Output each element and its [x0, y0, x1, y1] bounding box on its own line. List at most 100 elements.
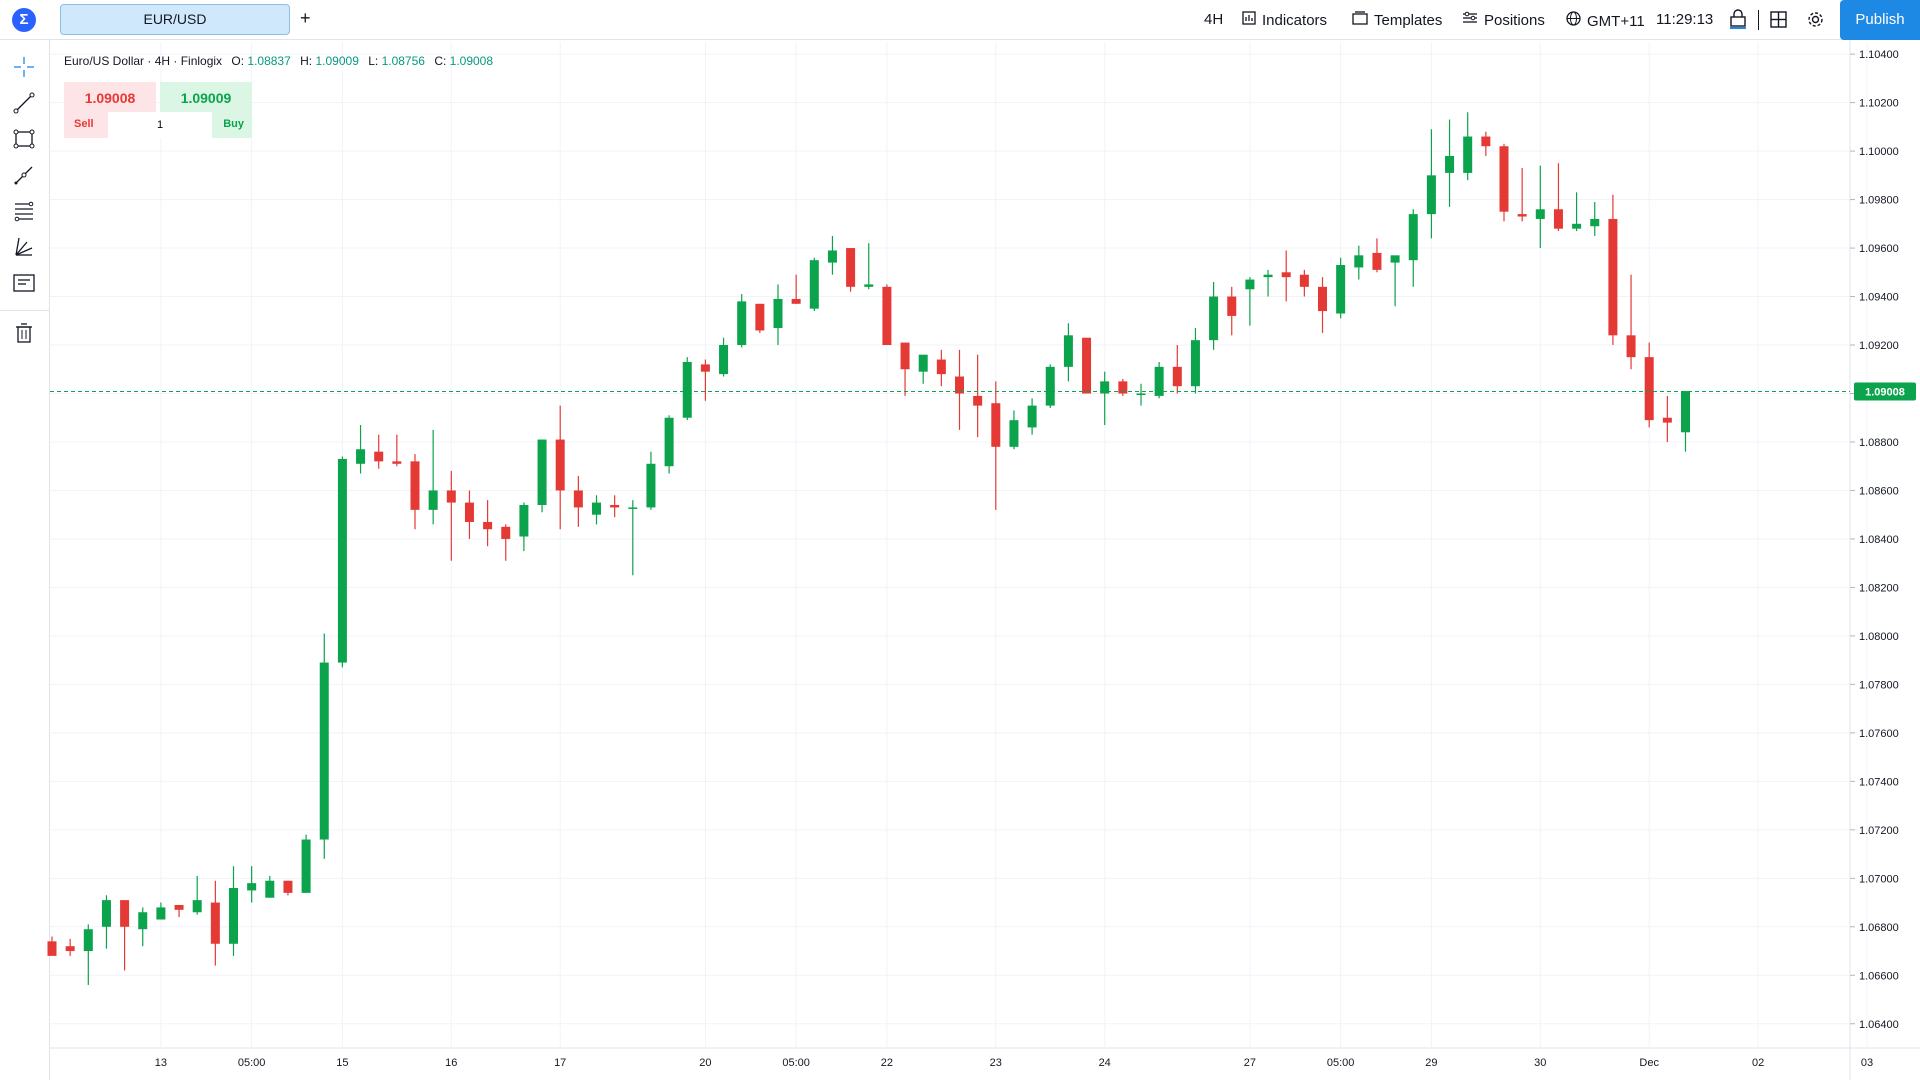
candle [1644, 342, 1654, 428]
trash-icon [16, 323, 32, 343]
candle-body [1408, 214, 1418, 261]
brush-tool[interactable] [11, 162, 37, 188]
candle [356, 425, 366, 474]
candle-body [592, 502, 601, 515]
legend-close-value: 1.09008 [449, 54, 494, 68]
candle-body [428, 490, 438, 510]
crosshair-tool[interactable] [11, 54, 37, 80]
y-tick-label: 1.07000 [1859, 873, 1899, 885]
sidebar-divider [0, 310, 49, 311]
candle [882, 284, 892, 346]
candle [1281, 250, 1291, 302]
candle [1063, 323, 1073, 382]
templates-label: Templates [1374, 12, 1443, 29]
candle [592, 495, 601, 525]
candle [682, 357, 692, 421]
candle-body [610, 505, 620, 508]
legend-title: Euro/US Dollar · 4H · Finlogix [64, 54, 223, 68]
candle-body [1027, 405, 1037, 428]
candle-body [955, 376, 964, 394]
candle-body [1372, 252, 1382, 270]
layout-button[interactable] [1770, 11, 1787, 32]
app-logo[interactable]: Σ [12, 8, 36, 32]
candle [809, 257, 819, 312]
x-tick-label: 02 [1752, 1057, 1764, 1069]
candle [392, 434, 402, 467]
indicators-button[interactable]: Indicators [1242, 11, 1327, 29]
candle-body [1662, 417, 1672, 423]
candle-body [210, 902, 220, 944]
trend-line-tool[interactable] [11, 90, 37, 116]
candle [1481, 131, 1491, 156]
y-tick-label: 1.09200 [1859, 340, 1899, 352]
candle-body [1227, 296, 1237, 316]
candle-body [410, 461, 420, 510]
candle [936, 349, 946, 387]
candle [120, 900, 130, 971]
candle-body [573, 490, 583, 508]
candle [1263, 269, 1273, 297]
symbol-tab[interactable]: EUR/USD [60, 4, 290, 35]
publish-button[interactable]: Publish [1840, 0, 1920, 40]
candle-body [446, 490, 456, 503]
sell-label: Sell [74, 118, 94, 130]
y-tick-label: 1.09800 [1859, 195, 1899, 207]
candle-body [1463, 136, 1473, 173]
rectangle-tool[interactable] [11, 126, 37, 152]
y-tick-label: 1.10200 [1859, 98, 1899, 110]
candle [229, 866, 238, 956]
crosshair-icon [14, 57, 34, 77]
candle [47, 936, 57, 956]
candle [337, 456, 347, 668]
settings-button[interactable] [1807, 11, 1824, 32]
candle [1209, 281, 1219, 350]
lock-button[interactable] [1728, 9, 1748, 33]
candle [846, 248, 856, 292]
quantity-input[interactable] [108, 112, 212, 138]
candle-body [192, 900, 202, 913]
x-tick-label: 13 [155, 1057, 167, 1069]
x-tick-label: 17 [554, 1057, 566, 1069]
candle-body [1263, 274, 1273, 278]
candle-body [973, 395, 983, 406]
candle [174, 904, 184, 918]
candle [1572, 192, 1582, 232]
candle [1426, 129, 1436, 239]
fib-tool[interactable] [11, 198, 37, 224]
y-tick-label: 1.07800 [1859, 679, 1899, 691]
interval-button[interactable]: 4H [1204, 11, 1224, 28]
positions-button[interactable]: Positions [1462, 11, 1545, 29]
buy-label: Buy [223, 118, 244, 130]
candle [1354, 245, 1364, 280]
add-tab-button[interactable]: + [300, 8, 311, 28]
candle-body [555, 439, 565, 491]
candle [446, 471, 456, 561]
candle [265, 875, 275, 898]
layout-icon [1770, 11, 1787, 32]
y-tick-label: 1.08000 [1859, 631, 1899, 643]
candle-body [1190, 340, 1200, 387]
sell-price: 1.09008 [84, 90, 136, 106]
candle-body [47, 941, 57, 956]
pitchfork-tool[interactable] [11, 234, 37, 260]
text-note-tool[interactable] [11, 270, 37, 296]
x-tick-label: 05:00 [238, 1057, 266, 1069]
candle-body [120, 900, 130, 927]
y-tick-label: 1.06400 [1859, 1019, 1899, 1031]
candle-body [1590, 218, 1600, 227]
candle-body [1209, 296, 1219, 341]
candle-body [156, 907, 166, 920]
chart-legend: Euro/US Dollar · 4H · Finlogix O: 1.0883… [64, 54, 499, 68]
candle-body [101, 900, 111, 927]
delete-drawings-tool[interactable] [11, 320, 37, 346]
timezone-button[interactable]: GMT+11 [1566, 11, 1645, 30]
candle [192, 875, 202, 915]
candle-body [737, 301, 747, 346]
candle-body [882, 286, 892, 346]
clock: 11:29:13 [1656, 11, 1714, 28]
candle [519, 502, 529, 552]
templates-button[interactable]: Templates [1352, 11, 1442, 29]
candle-body [1045, 366, 1055, 406]
candle-body [1100, 381, 1110, 394]
